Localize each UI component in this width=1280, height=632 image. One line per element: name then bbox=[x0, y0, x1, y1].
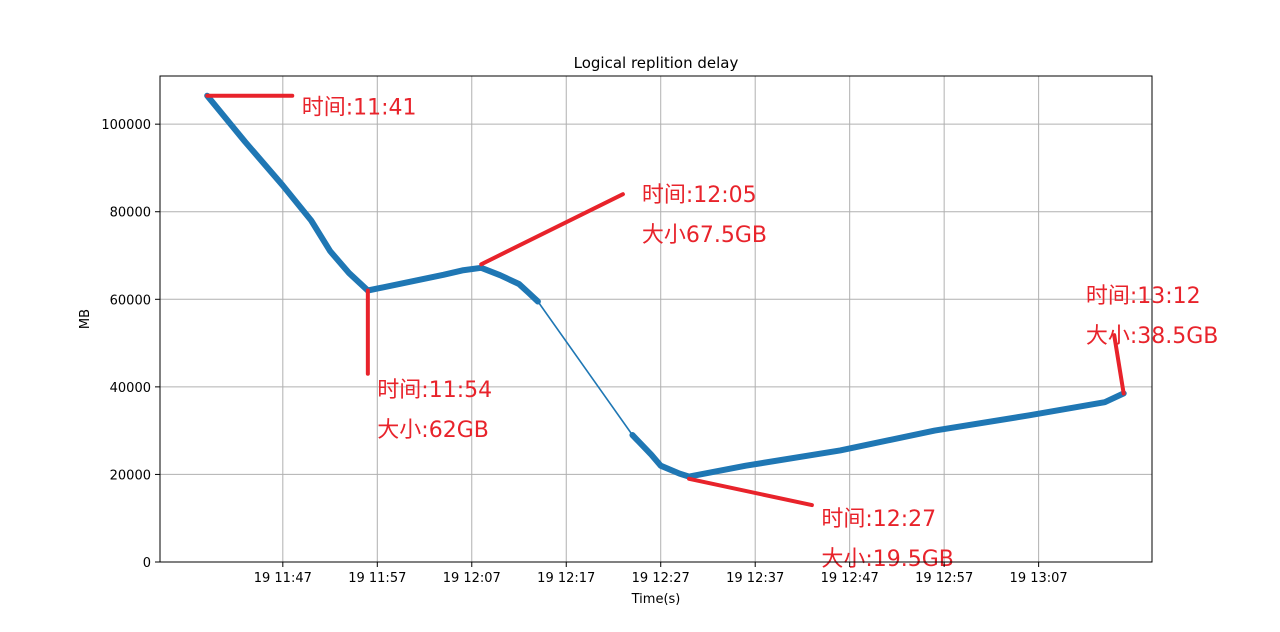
y-tick-label: 0 bbox=[143, 556, 151, 571]
annotation-size-label: 大小67.5GB bbox=[642, 223, 767, 248]
annotation-leader-line bbox=[687, 476, 814, 508]
x-tick-label: 19 12:37 bbox=[726, 571, 784, 586]
series-line-thick-segment bbox=[629, 432, 693, 480]
annotation-time-label: 时间:11:54 bbox=[377, 378, 492, 403]
series-line-thin-segment bbox=[537, 300, 634, 436]
plot-area-frame bbox=[159, 75, 1153, 563]
annotation-time-label: 时间:12:05 bbox=[642, 183, 757, 208]
y-axis-label: MB bbox=[78, 309, 93, 329]
annotation-size-label: 大小:62GB bbox=[377, 418, 489, 443]
annotation-time-label: 时间:13:12 bbox=[1086, 284, 1201, 309]
x-tick-label: 19 12:47 bbox=[821, 571, 879, 586]
x-tick-label: 19 12:07 bbox=[443, 571, 501, 586]
series-line-thick-segment bbox=[478, 264, 541, 305]
x-tick-label: 19 12:57 bbox=[915, 571, 973, 586]
annotation-leader-line bbox=[1112, 333, 1126, 396]
y-tick-label: 20000 bbox=[110, 468, 151, 483]
x-tick-label: 19 11:47 bbox=[254, 571, 312, 586]
annotation-time-label: 时间:11:41 bbox=[302, 96, 417, 121]
y-tick-label: 100000 bbox=[101, 118, 151, 133]
series-line-thick-segment bbox=[686, 390, 1127, 480]
series-line-thick-segment bbox=[364, 264, 485, 294]
x-tick-label: 19 13:07 bbox=[1010, 571, 1068, 586]
annotation-leader-line bbox=[479, 192, 625, 267]
y-tick-label: 60000 bbox=[110, 293, 151, 308]
y-tick-label: 40000 bbox=[110, 381, 151, 396]
x-axis-label: Time(s) bbox=[631, 592, 681, 607]
series-line-thick-segment bbox=[204, 92, 371, 294]
y-tick-label: 80000 bbox=[110, 206, 151, 221]
annotation-size-label: 大小:19.5GB bbox=[821, 547, 954, 572]
x-tick-label: 19 12:17 bbox=[537, 571, 595, 586]
x-tick-label: 19 11:57 bbox=[348, 571, 406, 586]
tick-layer: 19 11:47 19 11:57 19 12:07 19 12:17 19 12:27… bbox=[101, 118, 1067, 586]
chart-title: Logical replition delay bbox=[574, 54, 739, 72]
series-layer bbox=[204, 92, 1127, 480]
x-tick-label: 19 12:27 bbox=[632, 571, 690, 586]
annotation-time-label: 时间:12:27 bbox=[821, 507, 936, 532]
annotation-layer: 时间:11:41 时间:11:54 大小:62GB 时间:12:05 大小67.5GB 时… bbox=[205, 93, 1218, 572]
